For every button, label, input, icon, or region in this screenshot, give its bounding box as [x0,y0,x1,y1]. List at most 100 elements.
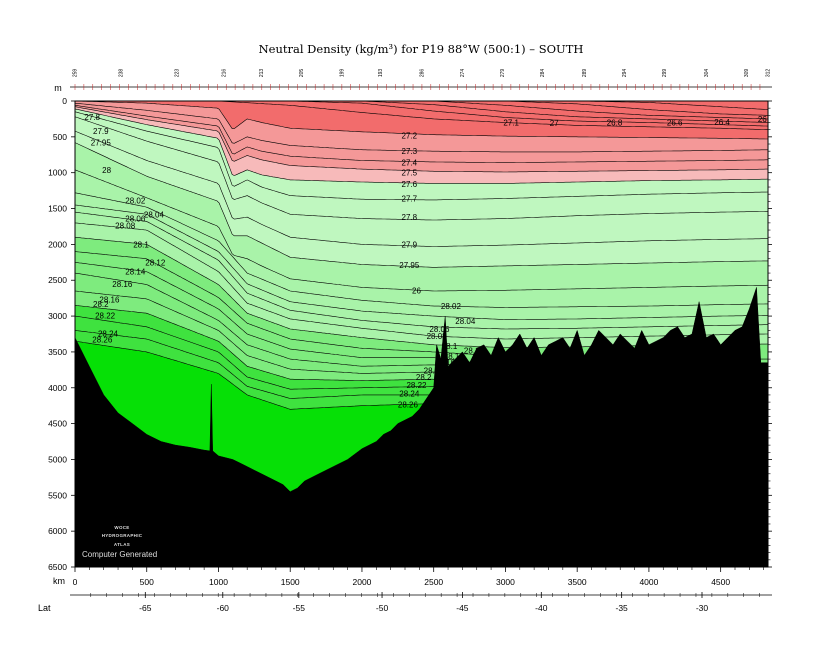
contour-label: 28.22 [95,311,116,320]
density-band-0-27.2 [75,101,768,139]
isopycnal-27.7 [75,111,768,201]
contour-label: 28.06 [429,325,450,334]
distance-axis: 0 500 1000 1500 2000 2500 3000 3500 4000 4500 [73,567,764,587]
isopycnal-28.08 [75,222,768,340]
isopycnal-26 [75,101,768,110]
density-band-27.2-27.5 [75,101,768,172]
contour-label: 28.2 [93,300,109,309]
contour-label: 26.6 [667,119,683,128]
contour-label: 26.4 [714,118,730,127]
contour-labels: 27.1 27 26.8 26.6 26.4 26 27.8 27.9 27.95 27.2 27.… [84,113,767,409]
isopycnal-27.3 [75,102,768,153]
contour-label: 28.1 [133,240,149,249]
contour-label: 28.08 [115,222,136,231]
density-band-27.6-27.95 [75,108,768,268]
depth-tick-label: 1500 [48,204,67,214]
distance-tick-label: 1000 [209,577,228,587]
contour-label: 27.8 [402,213,418,222]
contour-label: 28.14 [444,352,465,361]
density-band-27.95-28.1 [75,142,768,348]
latitude-label: Lat [38,603,51,613]
contour-label: 28.04 [144,210,165,219]
isopycnal-27 [75,101,768,127]
contour-label: 27.7 [402,195,418,204]
station-number: 199 [339,69,345,78]
contour-label: 27.3 [402,147,418,156]
station-number: 284 [540,69,546,78]
isopycnal-27.5 [75,106,768,173]
depth-unit-label: m [54,83,62,93]
isopycnal-27.8 [75,116,768,221]
depth-tick-label: 5500 [48,490,67,500]
distance-tick-label: 2000 [352,577,371,587]
contour-label: 27.2 [402,131,418,140]
contour-label: 27.6 [402,180,418,189]
contour-label: 28.02 [441,302,462,311]
latitude-tick-label: -45 [456,603,469,613]
sea-floor-bathymetry [75,287,768,567]
contour-label: 26 [758,115,767,124]
contour-label: 28.2 [416,373,432,382]
latitude-tick-label: -60 [217,603,230,613]
isopycnal-28.02 [75,192,768,308]
contour-label: 27 [550,119,559,128]
isopycnal-lines [75,101,768,453]
station-number: 274 [460,69,466,78]
contour-label: 28.26 [398,400,419,409]
isopycnal-28.04 [75,204,768,321]
contour-label: 28.22 [406,381,427,390]
depth-tick-label: 3500 [48,347,67,357]
contour-label: 27.5 [402,169,418,178]
woce-atlas-watermark: WOCE HYDROGRAPHIC ATLAS Computer Generat… [82,525,157,559]
depth-tick-label: 5000 [48,454,67,464]
depth-tick-label: 6000 [48,526,67,536]
computer-generated-label: Computer Generated [82,550,157,559]
isopycnal-26.8 [75,101,768,123]
brand-line-3: ATLAS [114,542,130,547]
station-number: 223 [174,69,180,78]
distance-tick-label: 500 [140,577,154,587]
distance-tick-label: 1500 [281,577,300,587]
contour-label: 27.4 [402,159,418,168]
contour-label: 28.06 [125,215,146,224]
contour-label: 28.24 [399,390,420,399]
density-band-27.5-27.6 [75,106,768,184]
depth-tick-label: 2000 [48,239,67,249]
station-number: 193 [378,69,384,78]
contour-label: 28.18 [424,367,445,376]
latitude-tick-label: -40 [535,603,548,613]
contour-label: 28.14 [125,268,146,277]
distance-unit-label: km [53,576,65,586]
depth-tick-label: 1000 [48,168,67,178]
contour-label: 28.16 [112,280,133,289]
contour-label: 28.04 [455,317,476,326]
station-number: 216 [222,69,228,78]
station-number: 294 [622,69,628,78]
plot-frame [74,100,769,568]
contour-label: 28.26 [92,336,113,345]
isopycnal-28.06 [75,211,768,330]
station-number: 238 [118,69,124,78]
station-axis: 259 238 223 216 213 205 199 193 286 274 279 284 289 2… [73,69,772,90]
isopycnal-27.1 [75,101,768,130]
contour-label: 27.8 [84,113,100,122]
station-number: 299 [662,69,668,78]
isopycnal-27.4 [75,105,768,164]
station-number: 205 [299,69,305,78]
contour-label: 26.8 [607,119,623,128]
depth-axis: 0 500 1000 1500 2000 2500 3000 3500 4000 4500 5000… [48,96,772,572]
isopycnal-28 [75,169,768,292]
station-number: 312 [766,69,772,78]
latitude-tick-label: -35 [616,603,629,613]
brand-line-2: HYDROGRAPHIC [102,533,143,538]
isopycnal-27.2 [75,101,768,140]
contour-label: 28.1 [442,342,458,351]
contour-label: 27.1 [503,119,519,128]
depth-tick-label: 3000 [48,311,67,321]
depth-tick-label: 4000 [48,383,67,393]
contour-label: 28.08 [427,332,448,341]
station-number: 213 [259,69,265,78]
sea-floor [75,287,768,567]
depth-tick-label: 2500 [48,275,67,285]
distance-tick-label: 0 [73,577,78,587]
